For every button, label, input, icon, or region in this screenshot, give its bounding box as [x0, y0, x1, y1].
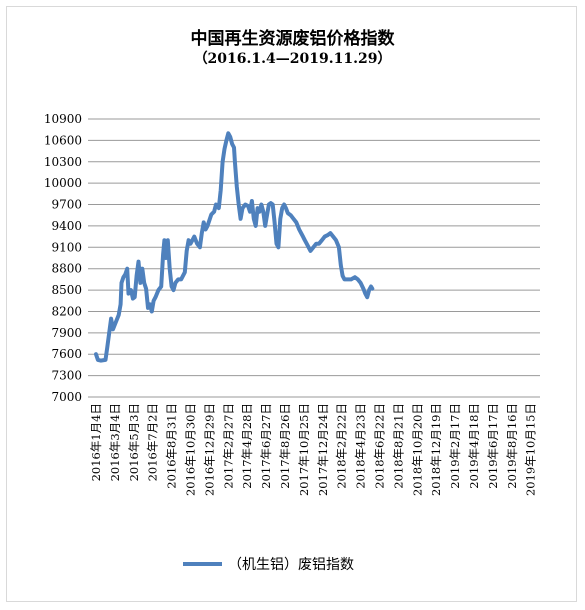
y-tick-label: 10000	[44, 176, 82, 190]
x-tick-label: 2019年10月15日	[524, 403, 538, 496]
x-tick-label: 2017年4月28日	[240, 403, 254, 489]
y-tick-label: 8500	[51, 283, 82, 297]
x-tick-label: 2016年8月31日	[165, 403, 179, 489]
y-tick-label: 7000	[51, 390, 82, 404]
x-tick-label: 2018年2月22日	[335, 403, 349, 489]
x-tick-label: 2016年3月4日	[108, 403, 122, 481]
series-layer	[94, 131, 375, 363]
y-tick-label: 10300	[44, 155, 82, 169]
x-tick-label: 2016年10月30日	[184, 403, 198, 496]
x-tick-label: 2019年2月17日	[448, 403, 462, 489]
x-tick-label: 2017年8月26日	[278, 403, 292, 489]
chart-frame	[6, 6, 577, 602]
y-tick-label: 7900	[51, 326, 82, 340]
x-tick-label: 2016年5月3日	[127, 403, 141, 481]
x-tick-label: 2016年1月4日	[89, 403, 103, 481]
chart-title: 中国再生资源废铝价格指数	[190, 29, 395, 49]
y-tick-label: 10900	[44, 112, 82, 126]
chart-subtitle: （2016.1.4—2019.11.29）	[193, 51, 392, 67]
legend-label: （机生铝）废铝指数	[228, 557, 354, 573]
x-tick-label: 2017年10月25日	[297, 403, 311, 496]
y-axis-ticks: 10900 10600 10300 10000 9700 9400 9100 8800 8500…	[44, 112, 82, 404]
series-line	[94, 131, 375, 363]
x-tick-label: 2019年8月16日	[505, 403, 519, 489]
x-tick-label: 2018年8月21日	[391, 403, 405, 489]
y-tick-label: 7600	[51, 347, 82, 361]
x-tick-label: 2018年12月19日	[429, 403, 443, 496]
y-tick-label: 10600	[44, 133, 82, 147]
x-tick-label: 2017年6月27日	[259, 403, 273, 489]
x-tick-label: 2016年7月2日	[146, 403, 160, 481]
x-tick-label: 2018年6月22日	[373, 403, 387, 489]
x-tick-label: 2018年4月23日	[354, 403, 368, 489]
x-tick-label: 2017年12月24日	[316, 403, 330, 496]
y-tick-label: 9700	[51, 198, 82, 212]
x-axis-ticks: 2016年1月4日 2016年3月4日 2016年5月3日 2016年7月2日 2016…	[89, 403, 538, 496]
x-tick-label: 2019年4月18日	[467, 403, 481, 489]
gridlines	[88, 118, 540, 398]
x-tick-label: 2018年10月20日	[410, 403, 424, 496]
y-tick-label: 7300	[51, 369, 82, 383]
legend: （机生铝）废铝指数	[183, 557, 354, 573]
y-tick-label: 9400	[51, 219, 82, 233]
x-tick-label: 2016年12月29日	[202, 403, 216, 496]
x-tick-label: 2019年6月17日	[486, 403, 500, 489]
y-tick-label: 8200	[51, 304, 82, 318]
x-tick-label: 2017年2月27日	[221, 403, 235, 489]
y-tick-label: 9100	[51, 240, 82, 254]
y-tick-label: 8800	[51, 262, 82, 276]
